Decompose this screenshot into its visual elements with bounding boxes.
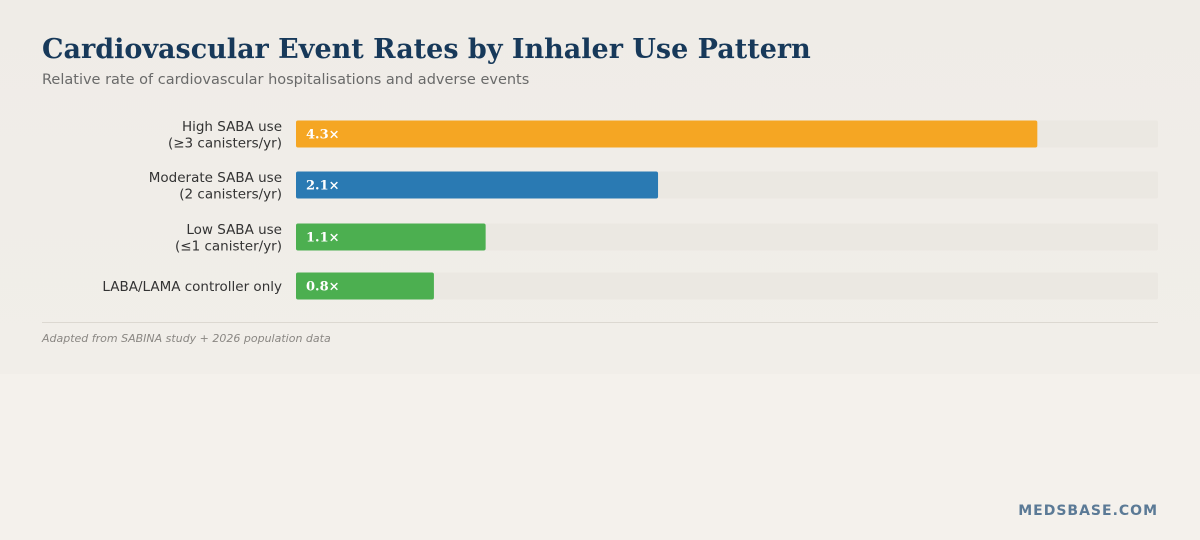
category-label: Low SABA use [186,222,282,238]
bar-track [296,223,1158,251]
category-label: Moderate SABA use [149,170,282,186]
bar[interactable] [296,272,434,300]
category-label: (2 canisters/yr) [179,186,282,202]
category-label: (≥3 canisters/yr) [168,135,282,151]
bar-value-label: 4.3× [306,128,340,143]
bar-value-label: 0.8× [306,280,340,295]
category-label: High SABA use [182,119,282,135]
bar[interactable] [296,171,659,199]
source-note: Adapted from SABINA study + 2026 populat… [42,332,331,345]
chart-title: Cardiovascular Event Rates by Inhaler Us… [42,34,811,65]
bar-track [296,272,1158,300]
divider [42,322,1158,323]
category-label: LABA/LAMA controller only [102,279,282,295]
bar-value-label: 2.1× [306,179,340,194]
brand-logo[interactable]: MEDSBASE.COM [1018,503,1158,519]
bar[interactable] [296,223,486,251]
bar-value-label: 1.1× [306,231,340,246]
category-label: (≤1 canister/yr) [175,238,282,254]
bar-chart: 4.3× High SABA use(≥3 canisters/yr) 2.1× Mo… [102,118,1158,300]
chart-subtitle: Relative rate of cardiovascular hospital… [42,72,530,88]
bar[interactable] [296,120,1038,148]
